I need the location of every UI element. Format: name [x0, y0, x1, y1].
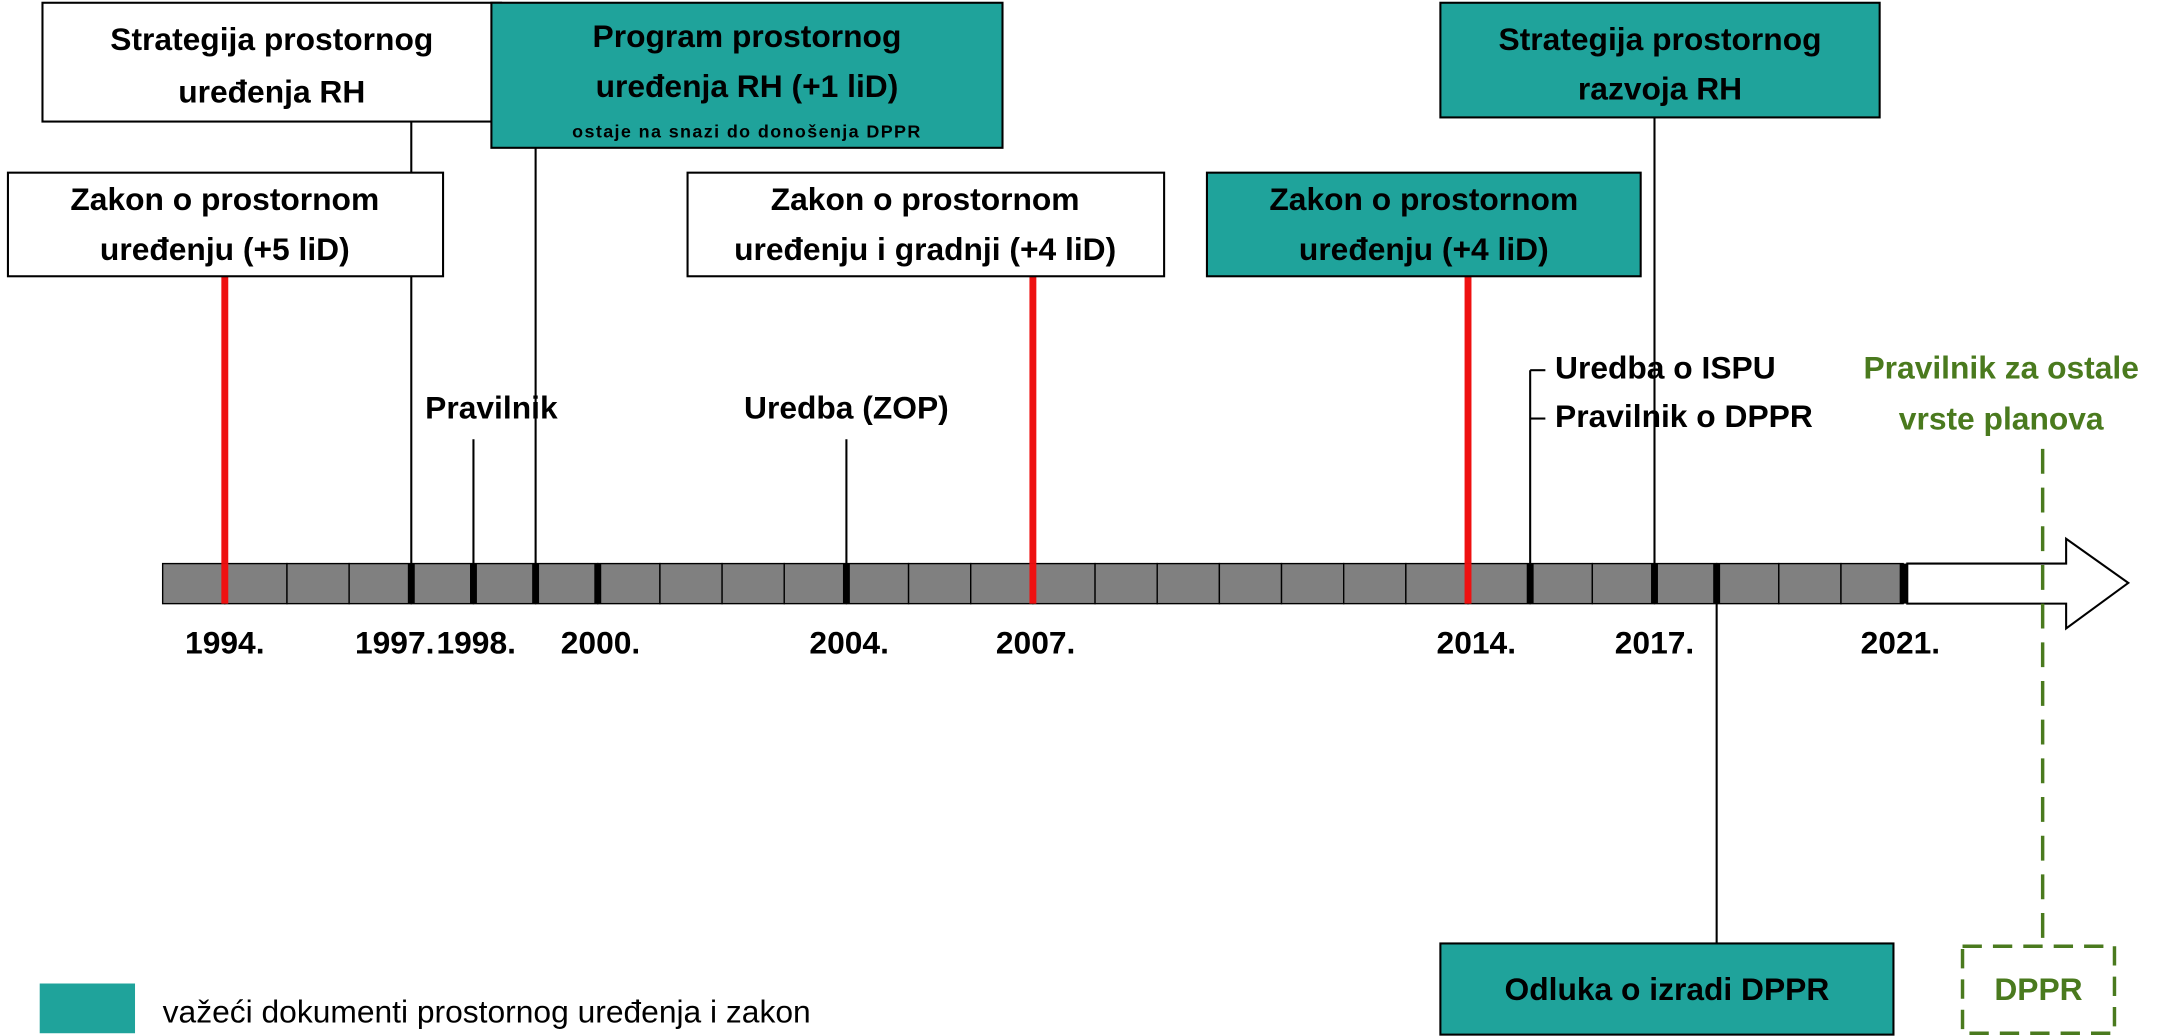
bar-part — [594, 563, 602, 604]
box-text: Zakon o prostornom — [771, 181, 1080, 217]
box-text: Program prostornog — [593, 18, 902, 54]
bar-part — [1591, 562, 1656, 605]
box-text: Odluka o izradi DPPR — [1505, 971, 1830, 1007]
year: 2007. — [996, 624, 1076, 660]
bar-part — [1715, 562, 1780, 605]
year: 1997. — [355, 624, 435, 660]
bar-part — [783, 562, 848, 605]
box-text: Zakon o prostornom — [1269, 181, 1578, 217]
legend-text: važeći dokumenti prostornog uređenja i z… — [163, 993, 811, 1029]
box — [41, 1, 503, 123]
box — [490, 1, 1004, 149]
bar-part — [721, 562, 785, 605]
bar-part — [348, 562, 412, 605]
box-text: razvoja RH — [1578, 71, 1742, 107]
bar-part — [1651, 563, 1658, 604]
legend-swatch — [39, 983, 136, 1034]
box-text: Strategija prostornog — [1499, 21, 1822, 57]
bar-part — [1029, 563, 1037, 604]
bar-part — [1464, 563, 1472, 604]
year: 2017. — [1615, 624, 1695, 660]
box-text: uređenju (+5 liD) — [100, 231, 350, 267]
bar-part — [1280, 562, 1345, 605]
bar-part — [1840, 562, 1904, 605]
box — [686, 171, 1166, 278]
year: 2004. — [809, 624, 889, 660]
bar-part — [907, 562, 972, 605]
future-box — [1960, 944, 2117, 1035]
box-text: uređenja RH — [178, 73, 365, 109]
label: Pravilnik o DPPR — [1555, 398, 1813, 434]
bar-part — [1156, 562, 1221, 605]
bar-part — [1526, 563, 1534, 604]
box-note: ostaje na snazi do donošenja DPPR — [572, 121, 922, 141]
bar-part — [161, 562, 226, 605]
bar-part — [469, 563, 477, 604]
red-markers — [221, 276, 1472, 564]
box-text: uređenja RH (+1 liD) — [596, 68, 899, 104]
bar-part — [1899, 563, 1907, 604]
bar-part — [1778, 562, 1842, 605]
box-text: Zakon o prostornom — [70, 181, 379, 217]
year: 1998. — [436, 624, 516, 660]
bar-part — [224, 562, 288, 605]
year: 1994. — [185, 624, 265, 660]
future-label: Pravilnik za ostale — [1863, 350, 2138, 386]
bar-part — [1713, 563, 1721, 604]
future-label: vrste planova — [1899, 401, 2104, 437]
box — [6, 171, 445, 278]
bar-part — [1653, 562, 1718, 605]
year: 2000. — [561, 624, 641, 660]
bar-part — [659, 562, 723, 605]
bar-part — [1906, 536, 2131, 631]
box — [1439, 1, 1881, 119]
bar-part — [842, 563, 850, 604]
year: 2021. — [1861, 624, 1941, 660]
label: Uredba o ISPU — [1555, 350, 1776, 386]
bar-part — [286, 562, 350, 605]
bar-part — [970, 562, 1034, 605]
bar-part — [845, 562, 910, 605]
bar-part — [532, 563, 540, 604]
box-text: uređenju (+4 liD) — [1299, 231, 1549, 267]
bar-part — [407, 563, 415, 604]
bar-part — [221, 563, 229, 604]
year: 2014. — [1437, 624, 1517, 660]
box — [1205, 171, 1642, 278]
bar-part — [1529, 562, 1594, 605]
box-text: Strategija prostornog — [110, 21, 433, 57]
label: Pravilnik — [425, 390, 558, 426]
connectors — [410, 117, 1718, 944]
bar-part — [1405, 562, 1469, 605]
timeline-bar — [161, 536, 2131, 631]
bar-part — [1094, 562, 1158, 605]
label: Uredba (ZOP) — [744, 390, 949, 426]
bar-part — [410, 562, 475, 605]
box-text: uređenju i gradnji (+4 liD) — [734, 231, 1116, 267]
bar-part — [534, 562, 599, 605]
bar-part — [1218, 562, 1283, 605]
bar-part — [597, 562, 661, 605]
box — [1439, 942, 1895, 1036]
bar-part — [1343, 562, 1407, 605]
box-text: DPPR — [1994, 971, 2082, 1007]
bar-part — [472, 562, 537, 605]
bar-part — [1032, 562, 1096, 605]
bar-part — [1467, 562, 1531, 605]
